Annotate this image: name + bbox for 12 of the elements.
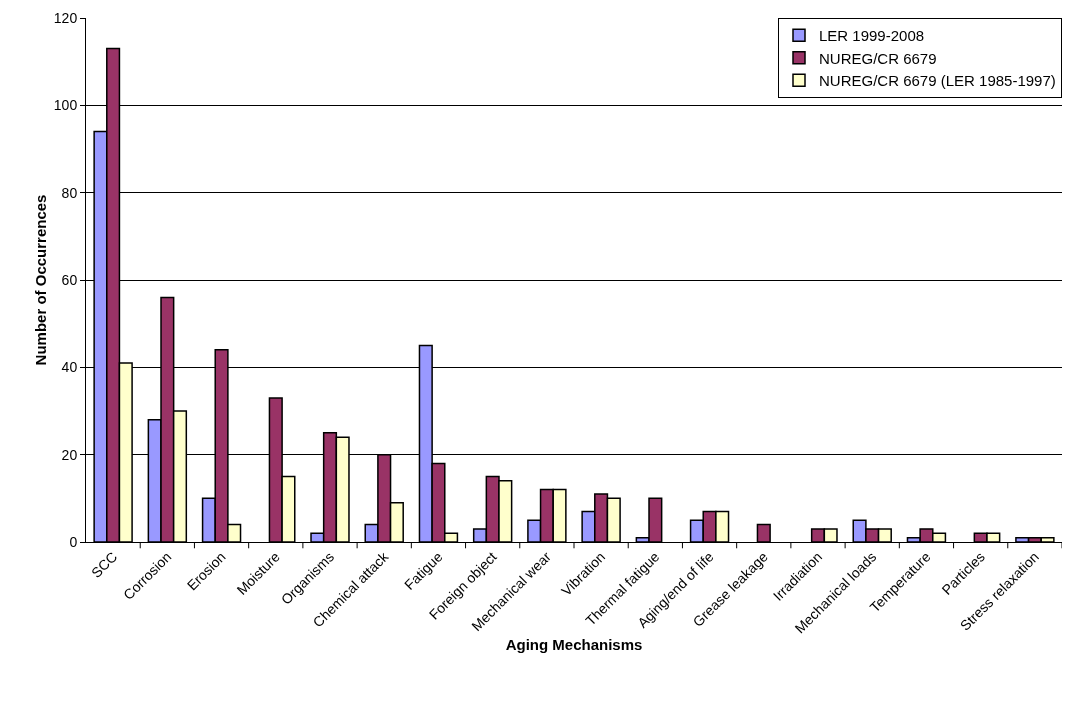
y-axis-title: Number of Occurrences [32,194,49,366]
y-tick-label: 80 [61,184,78,201]
legend-label: NUREG/CR 6679 [819,49,937,67]
legend-label: NUREG/CR 6679 (LER 1985-1997) [819,72,1056,90]
x-axis-title: Aging Mechanisms [505,636,643,654]
y-tick-label: 40 [61,359,78,376]
y-tick-label: 0 [69,533,78,550]
y-tick-label: 100 [53,97,78,114]
y-tick-label: 120 [53,9,78,26]
legend-label: LER 1999-2008 [819,27,925,45]
y-tick-label: 20 [61,446,78,463]
y-tick-label: 60 [61,271,78,288]
